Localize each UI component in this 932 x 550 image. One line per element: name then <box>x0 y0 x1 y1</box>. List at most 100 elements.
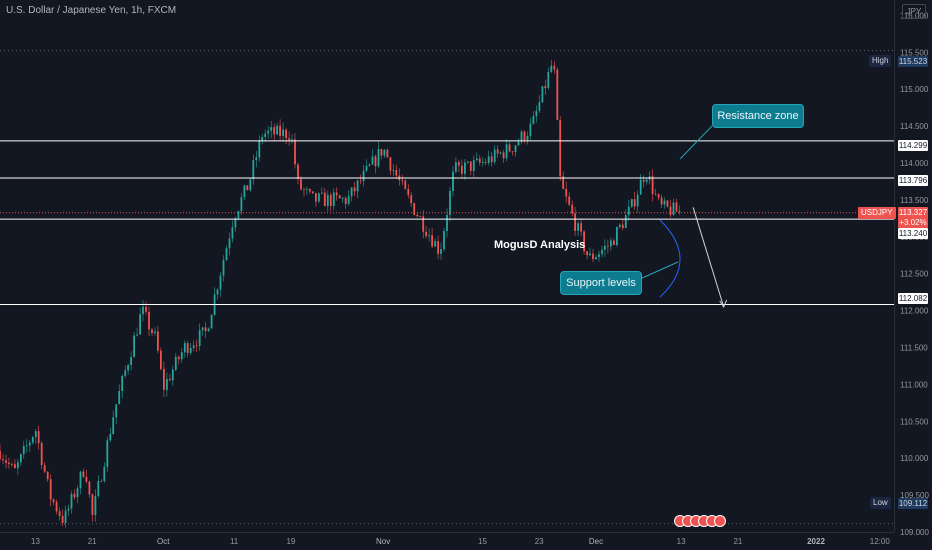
time-tick-label: 15 <box>478 537 487 546</box>
candle-body <box>425 231 427 237</box>
candle-body <box>598 254 600 257</box>
candle-body <box>616 227 618 246</box>
candle-body <box>666 200 669 207</box>
time-tick-label: 13 <box>31 537 40 546</box>
candle-body <box>469 161 472 171</box>
candle-body <box>25 445 28 447</box>
candle-body <box>76 488 79 498</box>
candle-body <box>663 200 666 205</box>
candle-body <box>171 369 174 381</box>
candle-body <box>428 235 430 237</box>
candle-body <box>231 227 234 239</box>
low-label: Low <box>870 497 891 509</box>
event-flag-icon[interactable] <box>714 515 726 527</box>
candle-body <box>541 86 544 103</box>
candle-body <box>273 127 276 135</box>
candle-body <box>490 156 493 163</box>
candle-body <box>157 331 159 351</box>
plot-area <box>0 0 894 532</box>
candle-body <box>618 224 621 227</box>
candle-body <box>410 195 413 204</box>
candle-body <box>264 133 267 137</box>
candle-body <box>37 431 40 444</box>
candle-body <box>109 434 112 441</box>
candle-body <box>437 241 439 254</box>
candle-body <box>529 123 532 136</box>
candle-body <box>413 203 416 215</box>
candle-body <box>559 120 562 177</box>
candle-body <box>604 245 606 250</box>
candle-body <box>118 391 121 405</box>
candle-body <box>669 206 672 215</box>
candle-body <box>353 187 356 192</box>
time-tick-label: 13 <box>677 537 686 546</box>
candle-body <box>142 306 144 315</box>
candle-body <box>67 508 70 511</box>
level-tag-2: 113.796 <box>898 175 928 186</box>
candle-body <box>189 348 192 353</box>
candle-body <box>5 460 7 463</box>
candle-body <box>106 440 109 467</box>
candle-body <box>416 214 419 217</box>
candle-body <box>237 211 240 219</box>
level-lines-layer <box>0 50 894 525</box>
candle-body <box>386 149 389 158</box>
candle-body <box>392 170 395 171</box>
candle-body <box>580 223 582 232</box>
candle-body <box>112 417 115 434</box>
candle-body <box>368 164 371 166</box>
candle-body <box>180 352 183 360</box>
candle-body <box>520 131 523 142</box>
candle-body <box>377 149 380 167</box>
candle-body <box>383 149 386 156</box>
candle-body <box>630 199 633 207</box>
candle-body <box>574 213 576 231</box>
candle-body <box>556 69 559 121</box>
candle-body <box>452 171 454 191</box>
time-tick-label: 21 <box>88 537 97 546</box>
candle-body <box>532 116 535 124</box>
candle-body <box>31 437 34 443</box>
event-markers[interactable] <box>674 515 726 527</box>
currency-badge[interactable]: JPY <box>902 4 926 19</box>
time-axis[interactable]: 13 21 Oct 11 19 Nov 15 23 Dec 13 21 2022 12:00 <box>31 537 890 546</box>
price-tick-label: 113.500 <box>900 196 929 205</box>
candle-body <box>565 189 568 197</box>
candle-body <box>255 157 258 161</box>
candle-body <box>297 164 299 180</box>
candle-body <box>43 465 46 472</box>
price-tick-label: 109.000 <box>900 528 929 537</box>
candle-body <box>121 375 124 391</box>
candle-body <box>124 370 127 376</box>
last-price-tag: 113.327 <box>898 207 928 218</box>
candle-body <box>267 130 270 134</box>
candle-body <box>568 196 571 205</box>
candle-body <box>517 141 520 146</box>
candle-body <box>222 260 225 276</box>
candle-body <box>645 179 648 182</box>
candle-body <box>261 137 264 141</box>
candle-body <box>207 328 210 332</box>
candle-body <box>401 180 404 181</box>
candle-body <box>312 191 314 194</box>
candle-body <box>446 215 448 231</box>
candle-body <box>323 192 326 207</box>
candle-body <box>639 179 642 195</box>
candle-body <box>621 224 624 229</box>
candle-body <box>201 327 204 331</box>
candle-body <box>252 160 255 180</box>
candle-body <box>166 378 168 390</box>
candle-body <box>320 192 323 194</box>
candle-body <box>571 204 574 214</box>
candle-body <box>359 180 362 182</box>
price-axis[interactable]: 116.000 115.500 115.000 114.500 114.000 113.5… <box>900 11 929 537</box>
candle-body <box>195 345 198 347</box>
candle-body <box>20 454 22 463</box>
candle-body <box>55 502 58 512</box>
projection-arrow-head <box>719 299 728 308</box>
price-tick-label: 112.500 <box>900 270 929 279</box>
candle-body <box>502 152 505 159</box>
candle-body <box>249 179 252 191</box>
candle-body <box>300 179 302 190</box>
